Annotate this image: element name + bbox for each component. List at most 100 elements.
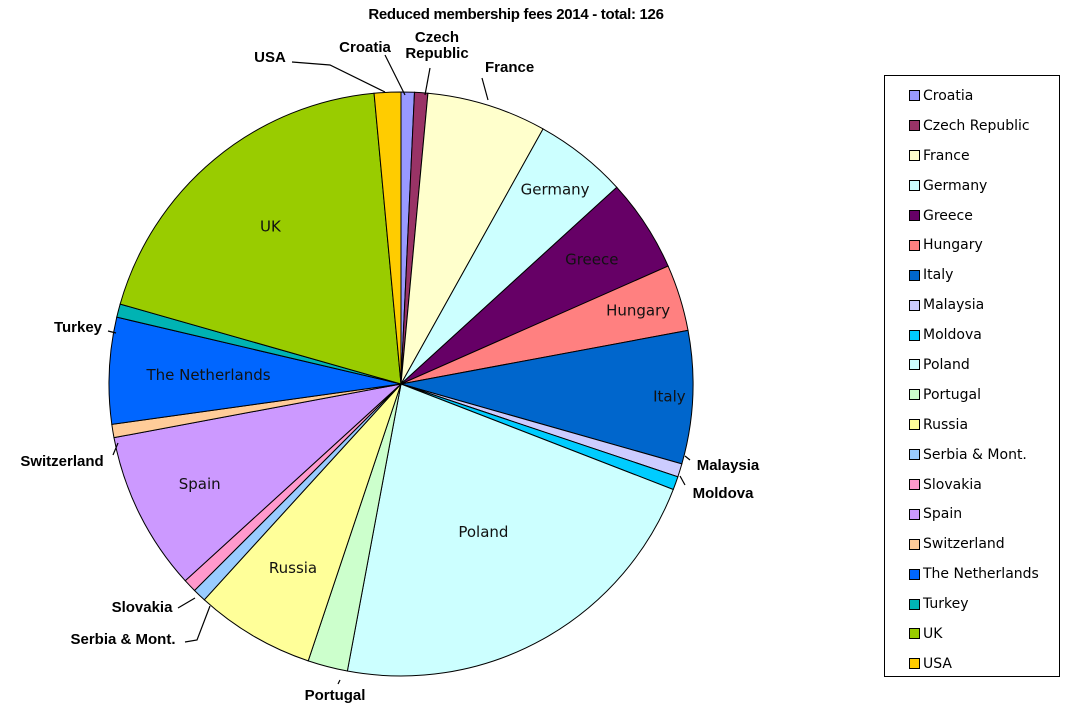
legend: Croatia Czech Republic France Germany Greece… (884, 75, 1060, 677)
legend-item-moldova: Moldova (885, 320, 1059, 350)
legend-item-germany: Germany (885, 171, 1059, 201)
slice-label-turkey: Turkey (54, 319, 103, 336)
leader-line-slovakia (177, 597, 196, 609)
chart-title: Reduced membership fees 2014 - total: 12… (368, 6, 664, 23)
legend-item-slovakia: Slovakia (885, 470, 1059, 500)
legend-label: Croatia (923, 87, 974, 104)
legend-swatch (909, 359, 920, 371)
leader-line-moldova (679, 475, 686, 486)
legend-item-serbia-mont: Serbia & Mont. (885, 440, 1059, 470)
legend-item-portugal: Portugal (885, 380, 1059, 410)
leader-line-france (481, 77, 489, 101)
legend-label: Hungary (923, 237, 983, 254)
legend-label: Spain (923, 506, 963, 523)
pie-slice-spain (113, 383, 403, 582)
legend-label: Greece (923, 207, 973, 224)
legend-label: Poland (923, 356, 970, 373)
legend-swatch (909, 299, 920, 311)
legend-item-hungary: Hungary (885, 230, 1059, 260)
legend-swatch (909, 568, 920, 580)
slice-label-czech-republic: Czech Republic (405, 29, 468, 62)
legend-swatch (909, 538, 920, 550)
slice-label-italy: Italy (653, 387, 686, 405)
legend-swatch (909, 180, 920, 192)
slice-label-portugal: Portugal (305, 687, 366, 704)
legend-label: Portugal (923, 386, 981, 403)
legend-label: Czech Republic (923, 117, 1030, 134)
pie-slice-usa (373, 91, 402, 385)
legend-swatch (909, 150, 920, 162)
legend-item-czech-republic: Czech Republic (885, 111, 1059, 141)
slice-label-russia: Russia (269, 559, 317, 577)
leader-line-turkey (107, 330, 117, 334)
legend-swatch (909, 658, 920, 670)
slice-label-malaysia: Malaysia (697, 457, 760, 474)
legend-swatch (909, 120, 920, 132)
legend-item-france: France (885, 141, 1059, 171)
legend-item-malaysia: Malaysia (885, 290, 1059, 320)
legend-swatch (909, 628, 920, 640)
legend-label: France (923, 147, 970, 164)
legend-label: Switzerland (923, 536, 1005, 553)
legend-label: Moldova (923, 327, 982, 344)
legend-swatch (909, 389, 920, 401)
slice-label-germany: Germany (521, 180, 590, 198)
legend-label: USA (923, 655, 952, 672)
legend-item-spain: Spain (885, 499, 1059, 529)
slice-label-slovakia: Slovakia (112, 599, 174, 616)
legend-label: The Netherlands (923, 566, 1039, 583)
legend-swatch (909, 239, 920, 251)
slice-label-greece: Greece (565, 251, 618, 269)
legend-item-turkey: Turkey (885, 589, 1059, 619)
leader-line-switzerland (112, 442, 119, 456)
pie-slice-poland (346, 383, 674, 677)
pie-slice-uk (119, 92, 402, 385)
legend-swatch (909, 449, 920, 461)
legend-label: Germany (923, 177, 988, 194)
legend-swatch (909, 598, 920, 610)
legend-item-russia: Russia (885, 410, 1059, 440)
legend-item-croatia: Croatia (885, 81, 1059, 111)
slice-label-spain: Spain (179, 475, 221, 493)
legend-label: Malaysia (923, 297, 985, 314)
legend-label: Slovakia (923, 476, 982, 493)
slice-label-hungary: Hungary (606, 302, 670, 320)
slice-label-uk: UK (260, 218, 282, 236)
pie-slice-russia (203, 383, 402, 662)
slice-label-poland: Poland (458, 523, 508, 541)
legend-swatch (909, 329, 920, 341)
legend-swatch (909, 508, 920, 520)
legend-item-switzerland: Switzerland (885, 529, 1059, 559)
legend-item-greece: Greece (885, 201, 1059, 231)
slice-label-switzerland: Switzerland (20, 453, 103, 470)
legend-item-poland: Poland (885, 350, 1059, 380)
legend-swatch (909, 479, 920, 491)
legend-label: UK (923, 625, 943, 642)
legend-item-italy: Italy (885, 260, 1059, 290)
legend-swatch (909, 419, 920, 431)
legend-swatch (909, 90, 920, 102)
legend-label: Italy (923, 267, 954, 284)
pie-slice-france (400, 92, 544, 385)
leader-line-usa (291, 61, 386, 93)
legend-label: Russia (923, 416, 969, 433)
pie-slice-italy (400, 329, 694, 465)
legend-item-the-netherlands: The Netherlands (885, 559, 1059, 589)
legend-label: Turkey (923, 596, 969, 613)
leader-line-croatia (384, 54, 406, 96)
leader-line-serbia-mont (184, 605, 211, 643)
slice-label-serbia-mont: Serbia & Mont. (70, 631, 175, 648)
slice-label-the-netherlands: The Netherlands (145, 366, 270, 384)
slice-label-croatia: Croatia (339, 39, 391, 56)
legend-swatch (909, 210, 920, 221)
slice-label-moldova: Moldova (693, 485, 754, 502)
legend-swatch (909, 269, 920, 281)
leader-line-portugal (337, 679, 341, 685)
legend-item-uk: UK (885, 619, 1059, 649)
leader-line-czech-republic (424, 67, 431, 96)
slice-label-usa: USA (254, 49, 286, 66)
legend-label: Serbia & Mont. (923, 446, 1027, 463)
slice-label-france: France (485, 59, 534, 76)
leader-line-malaysia (684, 455, 691, 461)
